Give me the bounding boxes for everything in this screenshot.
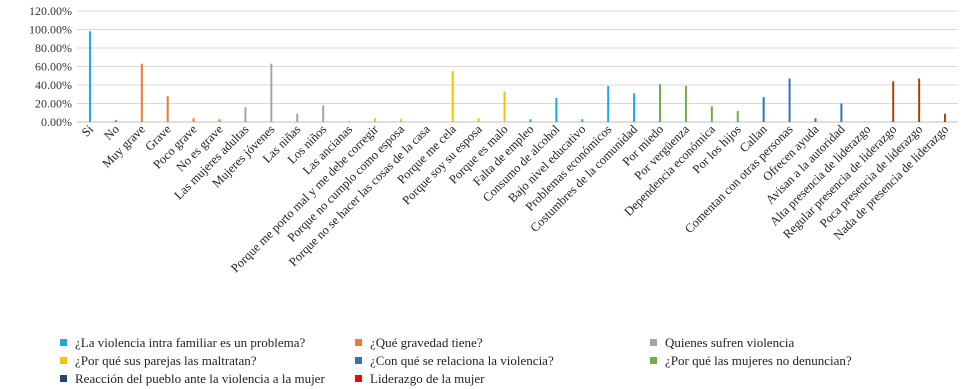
legend-label: ¿Por qué sus parejas las maltratan? <box>75 353 257 368</box>
bar <box>218 119 221 122</box>
bar <box>244 107 247 122</box>
bar <box>659 84 662 122</box>
bar <box>296 113 299 122</box>
bar <box>892 81 895 122</box>
bar <box>633 93 636 122</box>
bar <box>88 31 91 123</box>
bar <box>322 105 325 122</box>
bar <box>555 97 558 122</box>
y-axis-ticks: 0.00% 20.00% 40.00% 60.00% 80.00% 100.00% 120.… <box>29 4 72 129</box>
bar <box>114 120 117 122</box>
bar <box>192 118 195 122</box>
bar <box>477 118 480 122</box>
legend-label: Reacción del pueblo ante la violencia a … <box>75 371 325 386</box>
legend-swatch <box>650 357 657 364</box>
bar <box>529 119 532 122</box>
bar <box>451 71 454 122</box>
bar <box>348 121 351 122</box>
bar <box>736 110 739 122</box>
y-tick-label: 20.00% <box>35 97 72 111</box>
legend-label: Quienes sufren violencia <box>665 335 795 350</box>
legend-swatch <box>650 339 657 346</box>
bar <box>581 119 584 122</box>
bar <box>788 78 791 122</box>
bars <box>88 31 947 123</box>
bar <box>762 97 765 122</box>
x-tick-label: No <box>101 122 122 143</box>
y-tick-label: 60.00% <box>35 60 72 74</box>
bar-chart: 0.00% 20.00% 40.00% 60.00% 80.00% 100.00% 120.… <box>29 4 958 276</box>
bar <box>140 63 143 122</box>
legend-entry: ¿Con qué se relaciona la violencia? <box>355 352 650 369</box>
legend-entry: Reacción del pueblo ante la violencia a … <box>60 370 355 387</box>
legend-label: ¿Con qué se relaciona la violencia? <box>370 353 554 368</box>
bar <box>710 106 713 122</box>
bar <box>607 85 610 122</box>
y-tick-label: 80.00% <box>35 41 72 55</box>
legend-label: ¿Por qué las mujeres no denuncian? <box>665 353 852 368</box>
bar <box>166 96 169 122</box>
bar <box>840 103 843 122</box>
legend-label: ¿Qué gravedad tiene? <box>370 335 483 350</box>
y-tick-label: 40.00% <box>35 78 72 92</box>
legend-swatch <box>355 339 362 346</box>
legend-label: Liderazgo de la mujer <box>370 371 485 386</box>
bar <box>814 118 817 122</box>
bar <box>373 118 376 122</box>
bar <box>918 78 921 122</box>
bar <box>944 113 947 122</box>
legend-entry: ¿La violencia intra familiar es un probl… <box>60 334 355 351</box>
y-tick-label: 100.00% <box>29 23 72 37</box>
bar <box>270 63 273 122</box>
legend-swatch <box>60 339 67 346</box>
legend-swatch <box>60 375 67 382</box>
y-tick-label: 0.00% <box>41 115 72 129</box>
legend-entry: Quienes sufren violencia <box>650 334 950 351</box>
bar <box>399 119 402 122</box>
gridlines <box>77 10 958 123</box>
legend-label: ¿La violencia intra familiar es un probl… <box>75 335 306 350</box>
bar <box>684 85 687 122</box>
legend-swatch <box>60 357 67 364</box>
legend-swatch <box>355 357 362 364</box>
legend-entry: ¿Por qué sus parejas las maltratan? <box>60 352 355 369</box>
y-tick-label: 120.00% <box>29 4 72 18</box>
legend-swatch <box>355 375 362 382</box>
legend-entry: Liderazgo de la mujer <box>355 370 650 387</box>
x-tick-label: Si <box>79 122 97 140</box>
bar <box>503 91 506 122</box>
legend-entry: ¿Qué gravedad tiene? <box>355 334 650 351</box>
legend-entry: ¿Por qué las mujeres no denuncian? <box>650 352 950 369</box>
legend: ¿La violencia intra familiar es un probl… <box>60 334 960 387</box>
